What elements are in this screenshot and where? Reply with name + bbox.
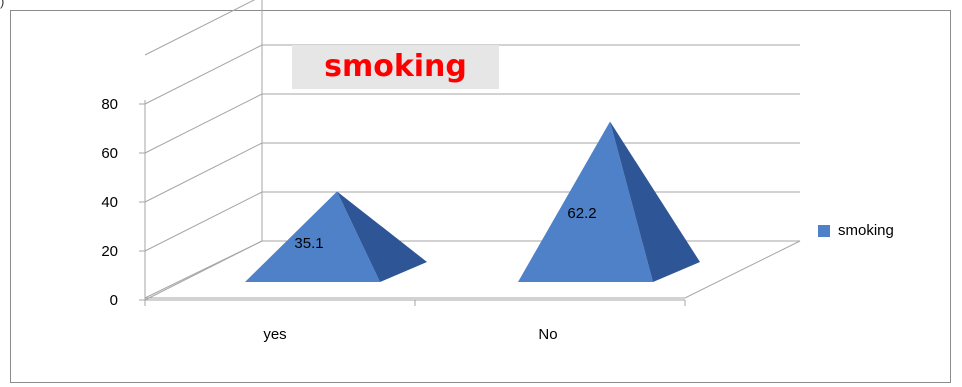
x-tick-marks — [144, 300, 686, 306]
y-tick-label-2: 40 — [101, 194, 118, 211]
chart-floor — [144, 240, 801, 299]
sidewall-line-1 — [144, 191, 263, 252]
sidewall-line-5 — [144, 0, 256, 56]
pyramid-front-No — [518, 121, 653, 282]
y-tick-label-4: 80 — [101, 96, 118, 113]
pyramid-side-yes — [337, 191, 427, 282]
data-label-No: 62.2 — [567, 205, 596, 222]
legend-label: smoking — [838, 222, 894, 239]
category-label-yes: yes — [263, 326, 286, 343]
y-tick-label-3: 60 — [101, 145, 118, 162]
sidewall-line-0 — [144, 240, 263, 301]
y-tick-label-1: 20 — [101, 243, 118, 260]
legend: smoking — [818, 222, 894, 239]
pyramid-front-yes — [245, 191, 380, 282]
pyramid-side-No — [610, 121, 700, 282]
legend-swatch — [818, 224, 830, 237]
sidewall-line-2 — [144, 142, 263, 203]
corner-mark: ) — [0, 0, 5, 9]
category-labels: yes No — [263, 326, 557, 343]
y-tick-labels: 0 20 40 60 80 — [101, 96, 145, 309]
sidewall-line-4 — [144, 44, 263, 105]
data-labels: 35.1 62.2 — [294, 205, 596, 252]
data-label-yes: 35.1 — [294, 235, 323, 252]
category-label-No: No — [538, 326, 557, 343]
y-tick-label-0: 0 — [110, 292, 118, 309]
chart-title: smoking — [324, 49, 467, 84]
chart-title-background — [292, 45, 499, 89]
pyramid-marks — [245, 121, 700, 282]
sidewall-line-3 — [144, 93, 263, 154]
